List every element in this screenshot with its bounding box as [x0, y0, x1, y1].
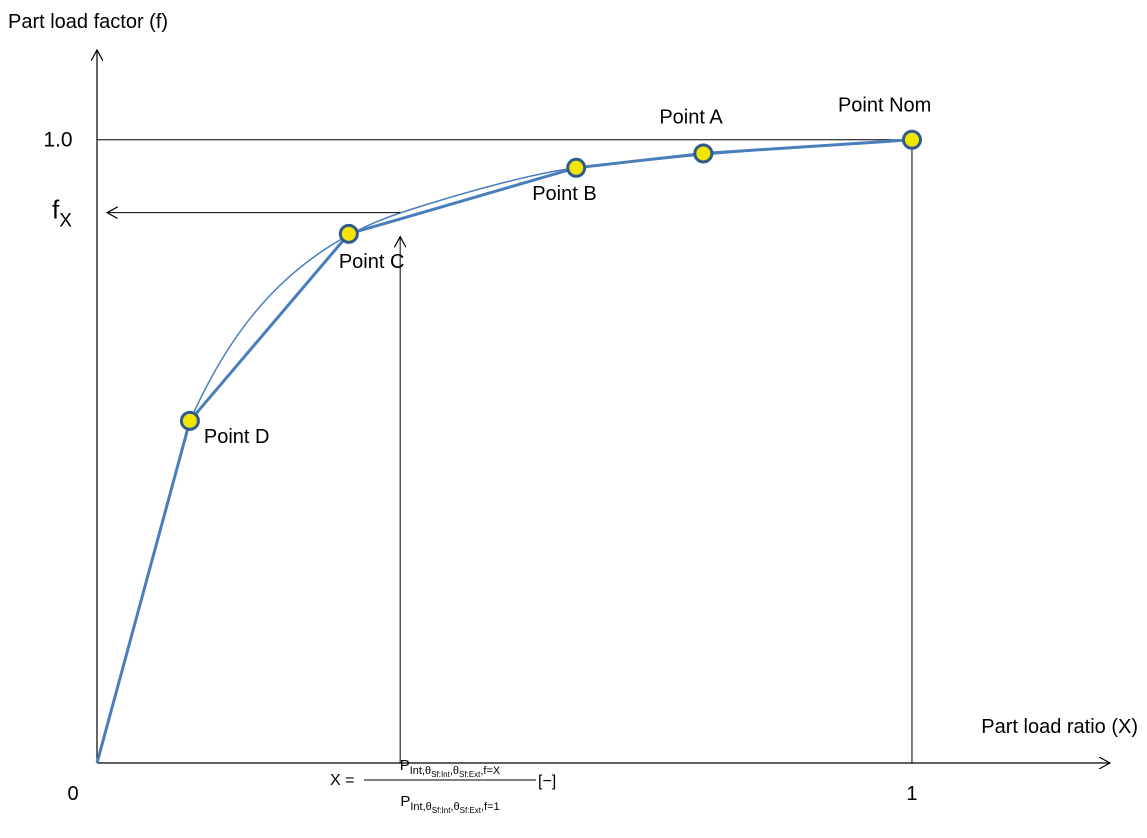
y-axis-label: Part load factor (f) [8, 11, 168, 33]
fx-label: fX [52, 195, 72, 232]
formula-part: Int,θ [410, 765, 431, 777]
x-tick-label: 0 [67, 783, 78, 805]
formula-part: ,θ [450, 801, 459, 813]
point-label: Point B [532, 183, 596, 205]
point-label: Point A [659, 106, 723, 128]
formula-num: PInt,θSf:Int,θSf:Ext,f=X [400, 757, 501, 779]
point-label: Point Nom [838, 95, 931, 117]
formula-unit: [−] [538, 773, 556, 790]
formula-den: PInt,θSf:Int,θSf:Ext,f=1 [400, 793, 499, 815]
formula-part: Sf:Int [431, 770, 450, 779]
formula-part: P [400, 757, 410, 774]
formula-part: Sf:Ext [459, 770, 481, 779]
x-tick-label: 1 [906, 783, 917, 805]
formula-part: P [400, 793, 410, 810]
formula-part: ,θ [450, 765, 459, 777]
formula-part: Sf:Ext [460, 806, 482, 815]
formula-part: ,f=X [480, 765, 501, 777]
fx-sub: X [59, 211, 72, 232]
formula-part: Int,θ [410, 801, 431, 813]
data-point [693, 143, 714, 164]
formula-part: ,f=1 [481, 801, 500, 813]
data-line [95, 138, 913, 764]
data-point [901, 129, 922, 150]
data-point [179, 410, 200, 431]
data-point [338, 223, 359, 244]
formula-part: Sf:Int [432, 806, 451, 815]
point-label: Point D [204, 426, 270, 448]
point-label: Point C [339, 251, 405, 273]
y-tick-label: 1.0 [43, 129, 72, 152]
fx-main: f [52, 195, 60, 225]
x-axis-label: Part load ratio (X) [981, 716, 1138, 738]
formula-lhs: X = [330, 772, 354, 789]
data-point [566, 157, 587, 178]
